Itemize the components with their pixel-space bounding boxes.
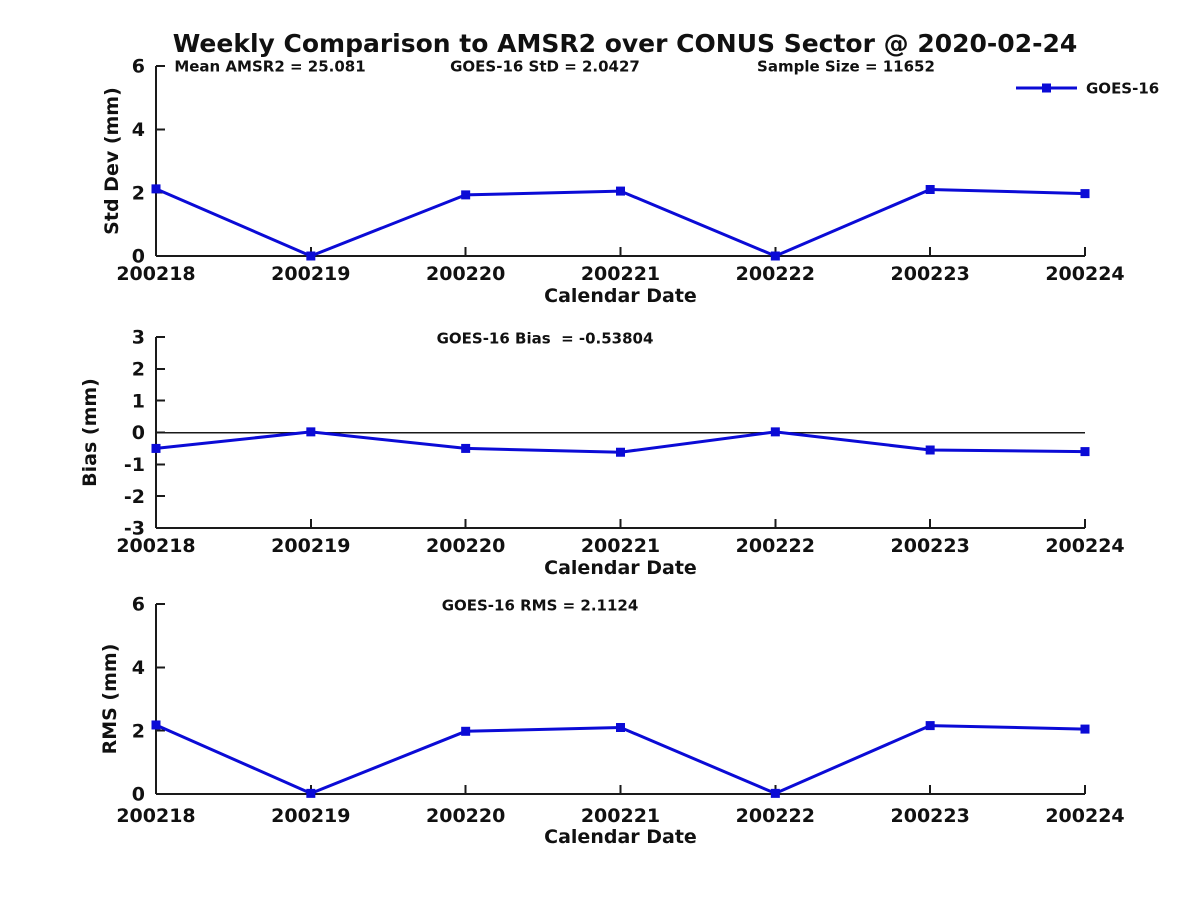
data-point-marker (925, 185, 935, 194)
y-tick-label: 0 (132, 422, 145, 444)
data-point-marker (770, 251, 780, 261)
x-tick-label: 200222 (736, 805, 815, 827)
legend-label: GOES-16 (1086, 79, 1159, 97)
y-tick-label: 4 (132, 657, 145, 679)
data-point-marker (151, 720, 161, 730)
y-tick-label: 2 (132, 358, 145, 380)
annotation: Mean AMSR2 = 25.081 (174, 57, 365, 75)
y-tick-label: 3 (132, 327, 145, 349)
data-point-marker (1080, 447, 1090, 457)
data-point-marker (306, 788, 316, 798)
series-line (155, 723, 1086, 796)
y-tick-label: -3 (124, 518, 145, 540)
legend-marker (1042, 83, 1051, 93)
x-axis-title: Calendar Date (544, 826, 697, 848)
data-point-marker (1080, 189, 1090, 199)
data-point-marker (306, 427, 316, 437)
x-tick-label: 200220 (426, 263, 505, 285)
chart-title: Weekly Comparison to AMSR2 over CONUS Se… (173, 29, 1078, 58)
x-axis-title: Calendar Date (544, 285, 697, 307)
x-tick-label: 200223 (891, 805, 970, 827)
x-axis-title: Calendar Date (544, 557, 697, 579)
data-point-marker (770, 427, 780, 437)
y-tick-label: 4 (132, 119, 145, 141)
subplot-std-dev: 0 2 4 6 200218 200219 200220 200221 200222 200223… (101, 56, 1159, 307)
x-tick-label: 200223 (891, 535, 970, 557)
x-tick-label: 200224 (1045, 263, 1124, 285)
annotation: GOES-16 RMS = 2.1124 (442, 596, 639, 614)
data-point-marker (461, 726, 471, 736)
data-point-marker (616, 186, 625, 196)
data-point-marker (151, 443, 161, 453)
data-point-marker (925, 721, 935, 731)
data-point-marker (151, 184, 161, 194)
x-tick-label: 200222 (736, 263, 815, 285)
x-tick-label: 200218 (116, 805, 195, 827)
series-line (155, 187, 1086, 258)
data-point-marker (461, 190, 471, 200)
y-axis-title: RMS (mm) (99, 644, 121, 755)
x-tick-label: 200221 (581, 805, 660, 827)
x-tick-label: 200222 (736, 535, 815, 557)
y-tick-label: 6 (132, 594, 145, 616)
data-point-marker (616, 447, 625, 457)
data-point-marker (616, 723, 625, 732)
x-tick-label: 200220 (426, 805, 505, 827)
data-point-marker (306, 251, 316, 261)
x-tick-label: 200219 (271, 263, 350, 285)
y-axis-title: Std Dev (mm) (101, 87, 123, 235)
x-tick-label: 200223 (891, 263, 970, 285)
y-tick-label: 6 (132, 56, 145, 78)
y-tick-label: 0 (132, 246, 145, 268)
x-tick-label: 200221 (581, 535, 660, 557)
data-point-marker (1080, 724, 1090, 734)
subplot-rms: 0 2 4 6 200218 200219 200220 200221 200222 200223… (99, 594, 1125, 848)
y-tick-label: -2 (124, 486, 145, 508)
data-point-marker (461, 443, 471, 453)
x-tick-label: 200219 (271, 805, 350, 827)
annotation: GOES-16 Bias = -0.53804 (437, 329, 654, 347)
y-tick-label: 2 (132, 182, 145, 204)
y-tick-label: 0 (132, 784, 145, 806)
annotation: Sample Size = 11652 (757, 57, 935, 75)
x-tick-label: 200218 (116, 535, 195, 557)
y-axis-title: Bias (mm) (79, 378, 101, 487)
annotation: GOES-16 StD = 2.0427 (450, 57, 640, 75)
x-tick-label: 200218 (116, 263, 195, 285)
y-tick-label: -1 (124, 454, 145, 476)
data-point-marker (925, 445, 935, 455)
x-tick-label: 200224 (1045, 535, 1124, 557)
y-tick-label: 2 (132, 720, 145, 742)
x-tick-label: 200219 (271, 535, 350, 557)
x-tick-label: 200220 (426, 535, 505, 557)
x-tick-label: 200224 (1045, 805, 1124, 827)
x-tick-label: 200221 (581, 263, 660, 285)
data-point-marker (770, 788, 780, 798)
y-tick-label: 1 (132, 390, 145, 412)
